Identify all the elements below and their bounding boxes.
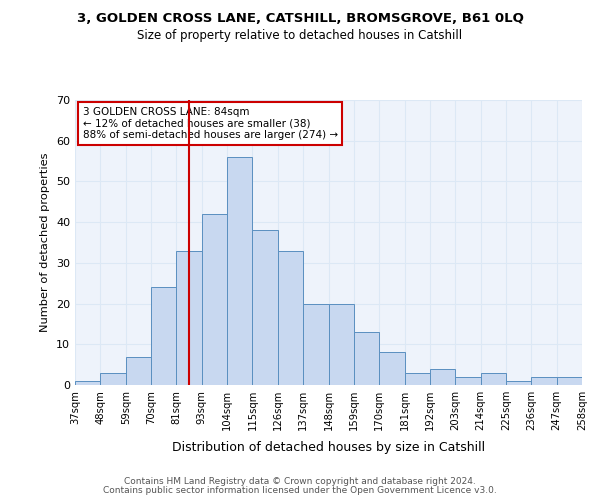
Bar	[227, 157, 253, 385]
Bar	[379, 352, 404, 385]
Bar	[354, 332, 379, 385]
Bar	[506, 381, 532, 385]
Bar	[404, 373, 430, 385]
Y-axis label: Number of detached properties: Number of detached properties	[40, 153, 50, 332]
Text: Contains public sector information licensed under the Open Government Licence v3: Contains public sector information licen…	[103, 486, 497, 495]
Bar	[303, 304, 329, 385]
Bar	[557, 377, 582, 385]
Text: Size of property relative to detached houses in Catshill: Size of property relative to detached ho…	[137, 29, 463, 42]
Bar	[481, 373, 506, 385]
Text: 3 GOLDEN CROSS LANE: 84sqm
← 12% of detached houses are smaller (38)
88% of semi: 3 GOLDEN CROSS LANE: 84sqm ← 12% of deta…	[83, 107, 338, 140]
X-axis label: Distribution of detached houses by size in Catshill: Distribution of detached houses by size …	[172, 442, 485, 454]
Bar	[151, 288, 176, 385]
Bar	[100, 373, 126, 385]
Text: 3, GOLDEN CROSS LANE, CATSHILL, BROMSGROVE, B61 0LQ: 3, GOLDEN CROSS LANE, CATSHILL, BROMSGRO…	[77, 12, 523, 26]
Bar	[176, 250, 202, 385]
Bar	[430, 368, 455, 385]
Bar	[329, 304, 354, 385]
Bar	[75, 381, 100, 385]
Bar	[455, 377, 481, 385]
Bar	[253, 230, 278, 385]
Bar	[126, 356, 151, 385]
Bar	[202, 214, 227, 385]
Bar	[278, 250, 303, 385]
Text: Contains HM Land Registry data © Crown copyright and database right 2024.: Contains HM Land Registry data © Crown c…	[124, 477, 476, 486]
Bar	[532, 377, 557, 385]
